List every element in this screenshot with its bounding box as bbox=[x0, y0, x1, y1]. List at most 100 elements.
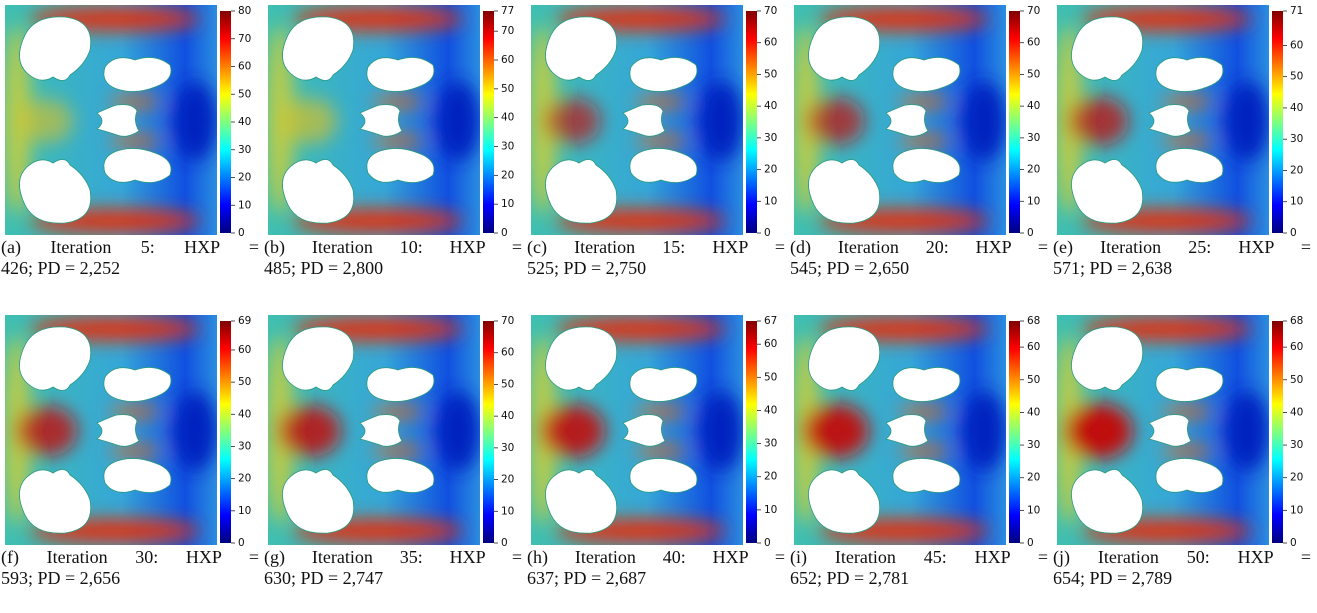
caption: (c) Iteration 15: HXP = 525; PD = 2,750 bbox=[527, 237, 785, 279]
obstacle bbox=[629, 148, 698, 183]
caption: (b) Iteration 10: HXP = 485; PD = 2,800 bbox=[264, 237, 522, 279]
obstacle bbox=[1071, 16, 1144, 81]
heatmap bbox=[1057, 315, 1269, 545]
colorbar-tick-label: 10 bbox=[764, 504, 777, 516]
obstacle bbox=[1071, 159, 1144, 224]
obstacle bbox=[1155, 458, 1224, 493]
colorbar-tick-label: 70 bbox=[501, 25, 514, 37]
colorbar-tick-label: 20 bbox=[238, 172, 251, 184]
panel: 0 10 20 30 40 50 60 70 bbox=[268, 315, 514, 549]
colorbar-tick-label: 0 bbox=[1027, 537, 1034, 549]
colorbar-tick-label: 10 bbox=[1290, 504, 1303, 516]
obstacle bbox=[622, 414, 666, 447]
colorbar bbox=[1009, 11, 1020, 233]
obstacle bbox=[282, 159, 355, 224]
heatmap bbox=[5, 5, 217, 235]
obstacle bbox=[892, 148, 961, 183]
hot-band bbox=[5, 25, 31, 215]
colorbar-tick-label: 20 bbox=[238, 473, 251, 485]
heatmap bbox=[1057, 5, 1269, 235]
cold bbox=[436, 391, 480, 471]
colorbar-tick-label: 67 bbox=[764, 315, 777, 327]
obstacle bbox=[885, 414, 929, 447]
colorbar-tick-label: 0 bbox=[1027, 227, 1034, 239]
obstacle bbox=[366, 458, 435, 493]
colorbar-tick-label: 10 bbox=[1027, 195, 1040, 207]
heatmap bbox=[531, 315, 743, 545]
hot-band bbox=[794, 25, 820, 215]
colorbar-tick-label: 20 bbox=[501, 169, 514, 181]
colorbar-tick-label: 60 bbox=[764, 338, 777, 350]
hot-gap bbox=[1161, 136, 1213, 146]
colorbar bbox=[746, 321, 757, 543]
panel: 0 10 20 30 40 50 60 67 bbox=[531, 315, 777, 549]
colorbar-tick-label: 50 bbox=[1027, 68, 1040, 80]
colorbar-tick-label: 20 bbox=[764, 471, 777, 483]
hot-center bbox=[1065, 403, 1133, 459]
colorbar-tick-label: 50 bbox=[1027, 374, 1040, 386]
colorbar-tick-label: 50 bbox=[1290, 71, 1303, 83]
colorbar-tick-label: 60 bbox=[501, 54, 514, 66]
obstacle bbox=[1155, 148, 1224, 183]
caption-line: (i) Iteration 45: HXP = bbox=[790, 547, 1048, 567]
colorbar-tick-label: 30 bbox=[501, 141, 514, 153]
heatmap bbox=[794, 315, 1006, 545]
colorbar-tick-label: 68 bbox=[1290, 315, 1303, 327]
obstacle bbox=[808, 159, 881, 224]
heatmap bbox=[268, 315, 480, 545]
obstacle bbox=[892, 458, 961, 493]
colorbar-tick-label: 30 bbox=[238, 440, 251, 452]
obstacle bbox=[19, 159, 92, 224]
hot-regions bbox=[531, 7, 743, 233]
panel: 0 10 20 30 40 50 60 70 bbox=[794, 5, 1040, 239]
colorbar-tick-label: 40 bbox=[1290, 102, 1303, 114]
colorbar-tick-label: 60 bbox=[1027, 341, 1040, 353]
hot-center bbox=[802, 403, 870, 459]
colorbar-tick-label: 70 bbox=[1027, 5, 1040, 17]
hot-gap bbox=[109, 136, 161, 146]
colorbar-tick-label: 30 bbox=[1027, 439, 1040, 451]
panel: 0 10 20 30 40 50 60 70 bbox=[531, 5, 777, 239]
colorbar bbox=[1272, 11, 1283, 233]
colorbar-tick-label: 20 bbox=[1290, 472, 1303, 484]
colorbar-tick-label: 40 bbox=[501, 112, 514, 124]
colorbar-tick-label: 40 bbox=[1290, 406, 1303, 418]
obstacle bbox=[96, 414, 140, 447]
hot-gap bbox=[372, 446, 424, 456]
colorbar-tick-label: 40 bbox=[238, 116, 251, 128]
colorbar-tick-label: 20 bbox=[764, 164, 777, 176]
colorbar-tick-label: 0 bbox=[238, 537, 245, 549]
hot-gap bbox=[898, 136, 950, 146]
caption-line: 571; PD = 2,638 bbox=[1053, 258, 1173, 278]
caption-line: 654; PD = 2,789 bbox=[1053, 568, 1173, 588]
colorbar-tick-label: 20 bbox=[1027, 472, 1040, 484]
hot-center bbox=[807, 97, 865, 145]
obstacle bbox=[545, 326, 618, 391]
hot-center bbox=[16, 405, 78, 457]
obstacle bbox=[545, 16, 618, 81]
obstacle bbox=[1148, 104, 1192, 137]
cold bbox=[173, 81, 217, 161]
colorbar-tick-label: 0 bbox=[764, 227, 771, 239]
colorbar-tick-label: 50 bbox=[238, 376, 251, 388]
obstacle bbox=[545, 159, 618, 224]
caption: (d) Iteration 20: HXP = 545; PD = 2,650 bbox=[790, 237, 1048, 279]
obstacle bbox=[103, 148, 172, 183]
hot-center bbox=[1069, 96, 1129, 146]
cold bbox=[962, 391, 1006, 471]
obstacle bbox=[808, 326, 881, 391]
obstacle bbox=[1155, 367, 1224, 402]
panel: 0 10 20 30 40 50 60 70 80 bbox=[5, 5, 251, 239]
colorbar-tick-label: 30 bbox=[238, 144, 251, 156]
colorbar-tick-label: 60 bbox=[238, 344, 251, 356]
caption-line: (b) Iteration 10: HXP = bbox=[264, 237, 522, 257]
obstacle bbox=[366, 148, 435, 183]
obstacle bbox=[1071, 326, 1144, 391]
hot-gap bbox=[372, 136, 424, 146]
hot-gap bbox=[109, 446, 161, 456]
panel: 0 10 20 30 40 50 60 71 bbox=[1057, 5, 1303, 239]
obstacle bbox=[282, 469, 355, 534]
colorbar-tick-label: 60 bbox=[1290, 39, 1303, 51]
